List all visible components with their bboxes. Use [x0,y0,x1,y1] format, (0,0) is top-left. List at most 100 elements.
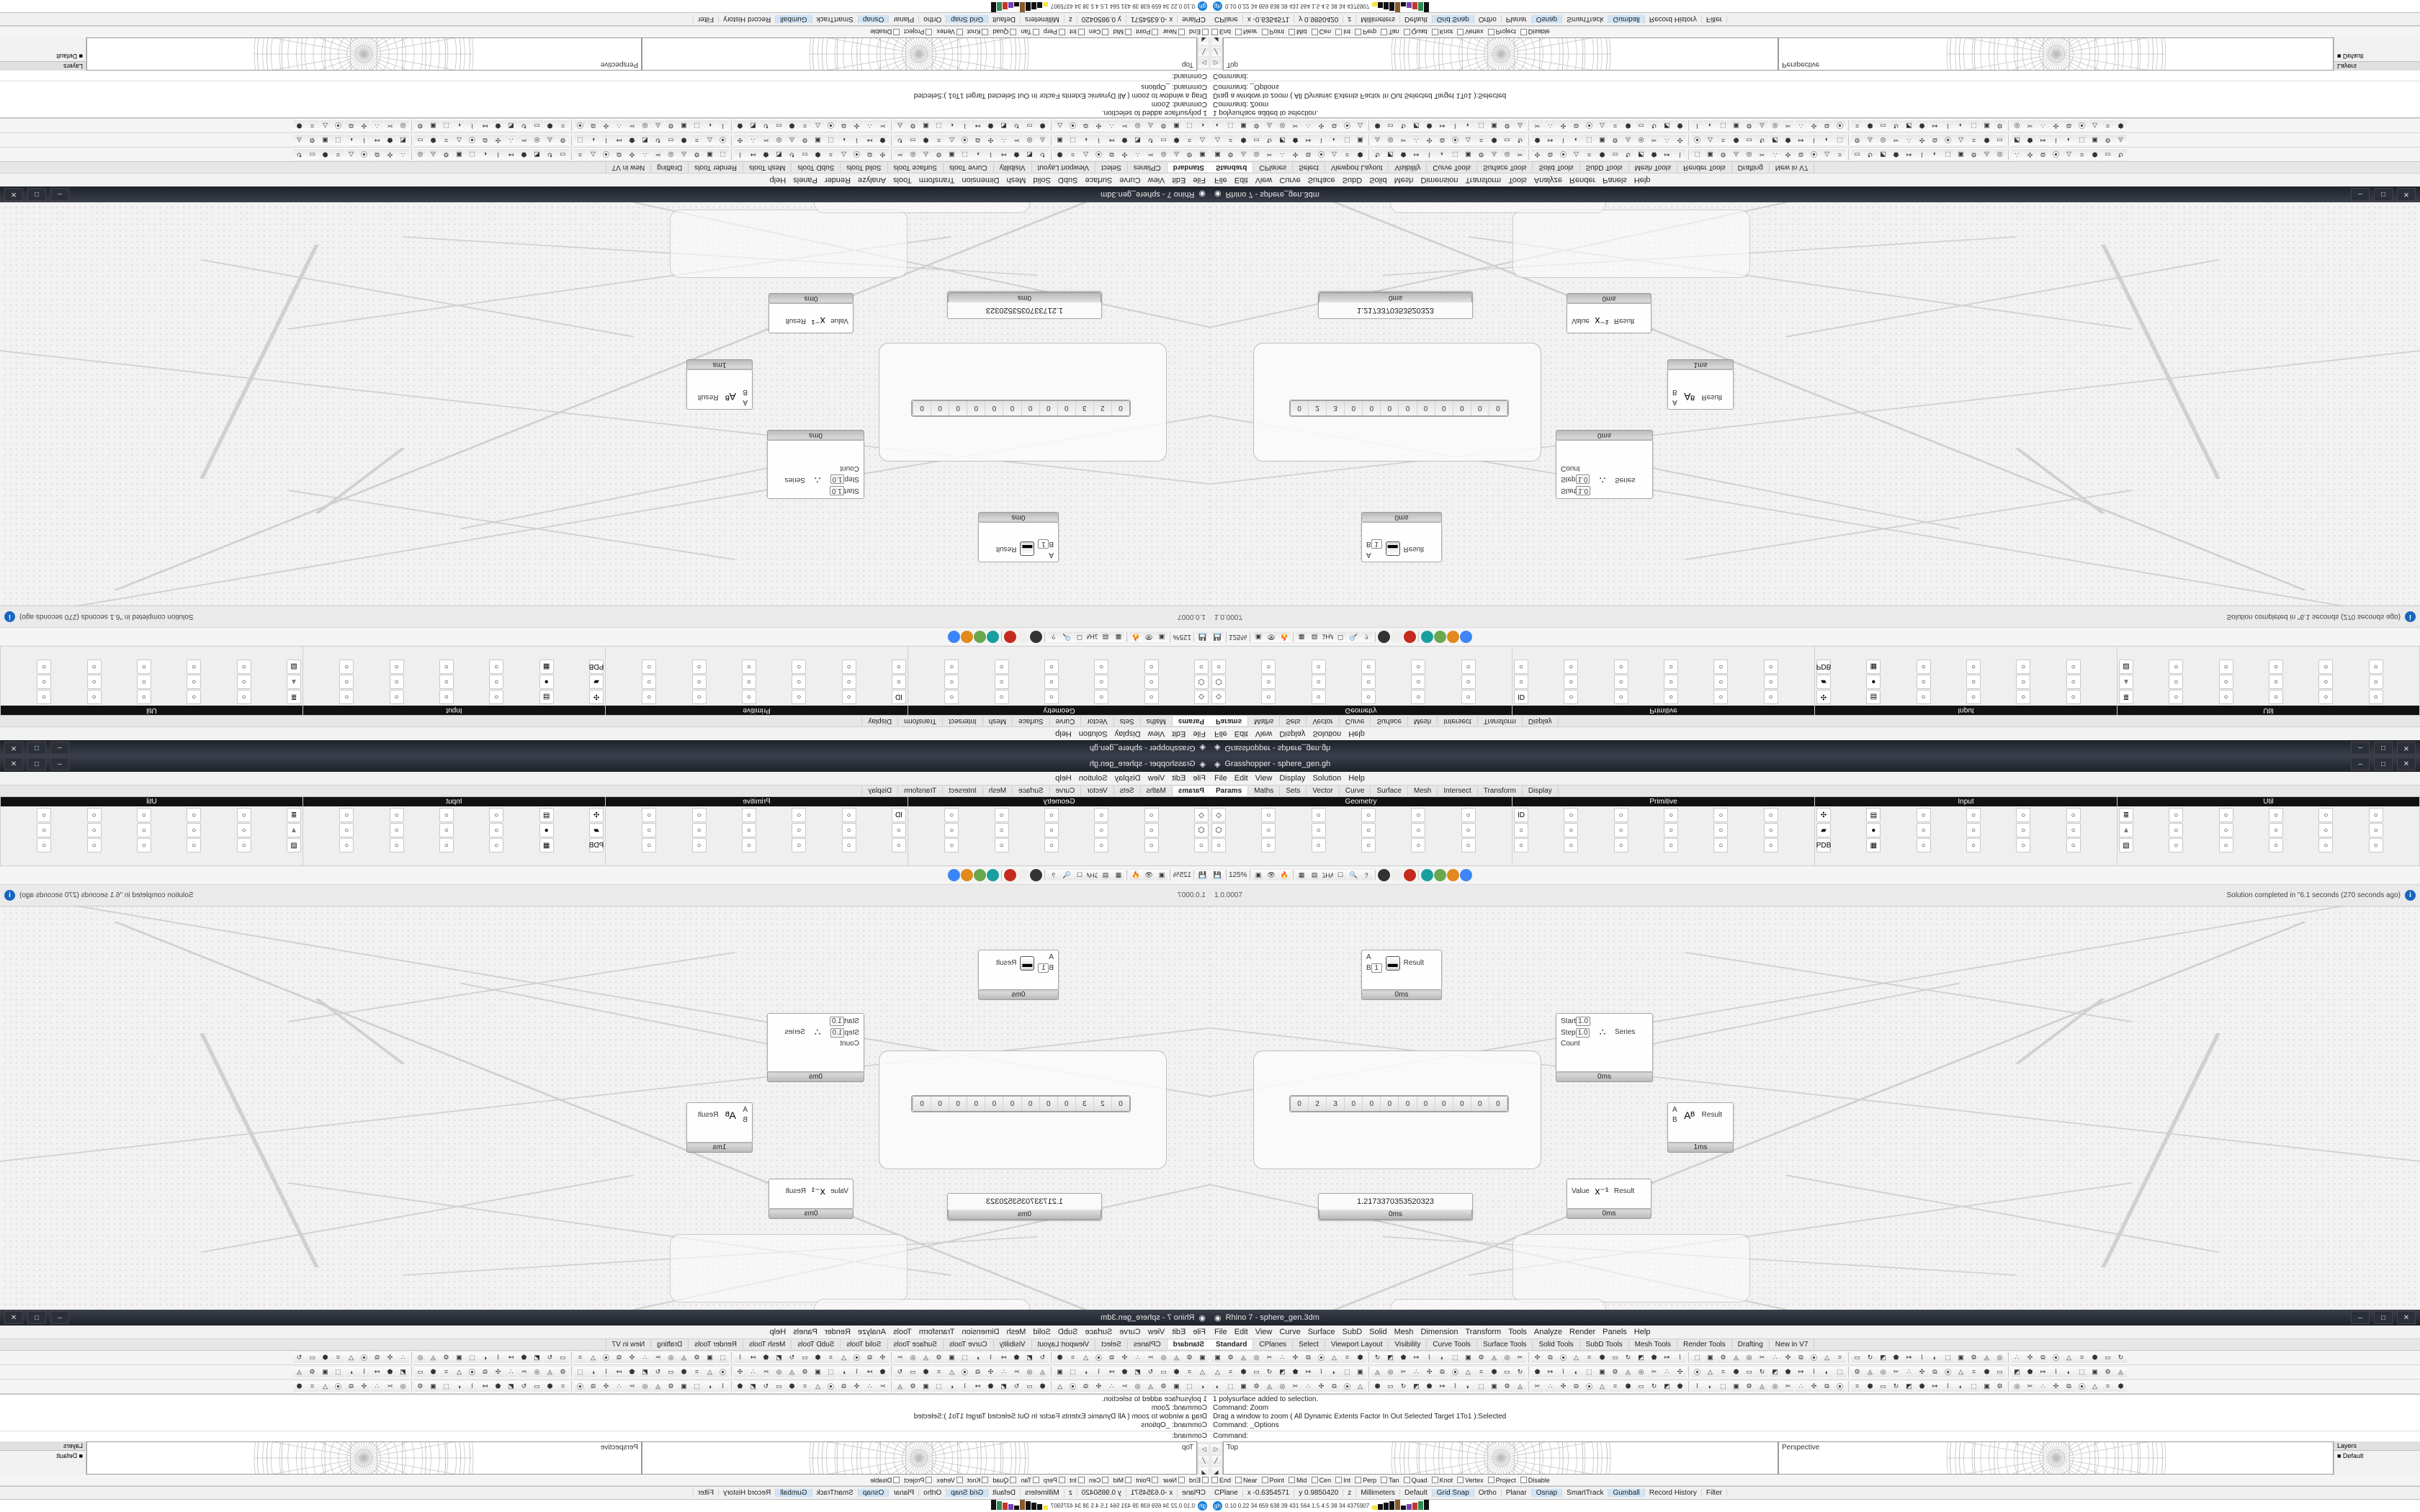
rhino-tool-icon-0-24[interactable]: ✂ [894,1351,906,1364]
component-icon-4[interactable]: ○ [1144,823,1159,837]
rhino-tool-icon-0-63[interactable]: ◎ [414,148,426,161]
gh-number-panel[interactable]: 1.2173370353520323 0ms [1318,1193,1473,1220]
output-port-result[interactable]: Result [785,1187,807,1195]
gh-tab-sets[interactable]: Sets [1113,716,1140,726]
osnap-mid[interactable]: Mid [1113,29,1131,36]
rhino-tool-icon-0-27[interactable]: ⧉ [864,148,876,161]
rhino-tool-icon-1-72[interactable]: ⚙ [306,134,318,146]
rhino-tool-icon-1-8[interactable]: ⌇ [1315,1366,1327,1378]
rhino-tool-icon-1-67[interactable]: ↦ [371,1366,383,1378]
rhino-menu-file[interactable]: File [1193,176,1206,184]
sphere-black-icon[interactable] [1030,869,1043,881]
viewport-perspective[interactable]: Perspective [1778,1441,2334,1475]
osnap-perp[interactable]: Perp [1044,29,1065,36]
rhino-tool-icon-0-11[interactable]: ⬢ [1354,148,1366,161]
rhino-tool-icon-2-32[interactable]: ⌗ [799,120,811,132]
gh-tab-intersect[interactable]: Intersect [1438,786,1478,796]
component-icon-8[interactable]: ○ [187,660,202,674]
rhino-tool-icon-0-34[interactable]: ◩ [773,148,785,161]
viewport-perspective[interactable]: Perspective [86,1441,642,1475]
rhino-tool-icon-0-37[interactable]: ⌇ [1674,148,1686,161]
rhino-tool-icon-1-18[interactable]: ⧉ [972,1366,984,1378]
status-cell-record-history[interactable]: Record History [718,15,776,23]
rhino-tool-icon-2-53[interactable]: ⬢ [544,1380,556,1392]
rhino-left-sidebar[interactable]: ▷ ╱ ◢ ∾ ◯ ▭ ▱ ▣ ▦ ⇄ ↔ ☰ [1197,1,1210,71]
rhino-tool-icon-0-9[interactable]: △ [1080,1351,1092,1364]
slider-digit[interactable]: 3 [1327,1097,1345,1111]
widget-icon[interactable]: ☐ [1334,869,1347,881]
gh-tab-vector[interactable]: Vector [1080,716,1113,726]
rhino-tool-icon-1-31[interactable]: ▣ [1596,134,1608,146]
osnap-checkbox[interactable] [1211,29,1218,35]
gh-tab-display[interactable]: Display [861,786,898,796]
rhino-tool-icon-2-20[interactable]: ◐ [1462,120,1474,132]
component-icon-17[interactable]: ○ [37,660,52,674]
rhino-tool-icon-1-33[interactable]: ◬ [1622,134,1634,146]
component-icon-11[interactable]: ○ [137,838,152,852]
rhino-tool-icon-1-60[interactable]: △ [453,134,465,146]
rhino-tab-standard[interactable]: Standard [1166,1340,1210,1349]
rhino-tool-icon-0-2[interactable]: ◬ [1170,148,1183,161]
rhino-tool-icon-2-49[interactable]: ⧉ [1821,120,1833,132]
rhino-tool-icon-1-10[interactable]: ⬚ [1341,1366,1353,1378]
component-icon-17[interactable]: ○ [2368,838,2383,852]
rhino-tool-icon-0-37[interactable]: ⌇ [734,1351,746,1364]
rhino-menu-transform[interactable]: Transform [1465,176,1502,184]
rhino-tool-icon-1-19[interactable]: ⦿ [959,134,971,146]
rhino-tool-icon-0-37[interactable]: ⌇ [1674,1351,1686,1364]
status-cell-cplane[interactable]: CPlane [1177,15,1210,23]
rhino-tool-icon-2-35[interactable]: ↻ [760,1380,772,1392]
rhino-left-sidebar[interactable]: ▷ ╱ ◢ ∾ ◯ ▭ ▱ ▣ ▦ ⇄ ↔ ☰ [1197,1441,1210,1511]
osnap-checkbox[interactable] [1487,29,1494,35]
rhino-tool-icon-0-19[interactable]: ⬚ [959,1351,971,1364]
rhino-tool-icon-2-69[interactable]: ⧉ [345,1380,357,1392]
rhino-tool-icon-1-24[interactable]: ↻ [1514,1366,1526,1378]
component-icon-8[interactable]: ○ [1916,838,1931,852]
rhino-tool-icon-0-14[interactable]: ◩ [1023,1351,1036,1364]
rhino-tool-icon-0-72[interactable]: ▭ [2102,1351,2114,1364]
osnap-checkbox[interactable] [982,29,989,35]
rhino-tool-icon-1-66[interactable]: ⬟ [2024,1366,2036,1378]
rhino-tool-icon-1-23[interactable]: ▭ [1501,134,1513,146]
output-port-result[interactable]: Result [1613,317,1635,325]
component-icon-10[interactable]: ○ [439,823,454,837]
rhino-tool-icon-2-4[interactable]: ◬ [1144,1380,1157,1392]
calendar-icon[interactable]: ▦ [1866,660,1881,674]
osnap-checkbox[interactable] [1102,29,1109,35]
minimize-button[interactable]: – [2351,742,2370,755]
rhino-tool-icon-1-28[interactable]: ⌇ [851,1366,863,1378]
rhino-tool-icon-2-45[interactable]: ◎ [639,120,651,132]
rhino-tool-icon-0-41[interactable]: ⚙ [691,1351,703,1364]
rhino-tool-icon-0-60[interactable]: ▣ [453,1351,465,1364]
rhino-tool-icon-2-47[interactable]: ∴ [1795,1380,1807,1392]
rhino-tool-icon-0-58[interactable]: ◐ [1929,1351,1941,1364]
rhino-tool-icon-0-20[interactable]: ▣ [946,148,958,161]
rhino-tab-standard[interactable]: Standard [1210,1340,1254,1349]
rhino-menubar[interactable]: File Edit View Curve Surface SubD Solid Mesh Dim… [1210,1326,2420,1339]
component-icon-12[interactable]: ○ [1411,808,1426,822]
input-port-b[interactable]: B1 [1038,539,1054,549]
gh-tab-vector[interactable]: Vector [1307,716,1340,726]
rhino-tool-icon-2-62[interactable]: ▣ [1981,1380,1993,1392]
component-icon-16[interactable]: ○ [37,675,52,689]
rhino-tab-standard[interactable]: Standard [1166,163,1210,172]
osnap-tan[interactable]: Tan [1021,1477,1039,1484]
rhino-left-sidebar[interactable]: ▷ ╱ ◢ ∾ ◯ ▭ ▱ ▣ ▦ ⇄ ↔ ☰ [1210,1441,1223,1511]
component-icon-13[interactable]: ○ [1713,675,1729,689]
rhino-tool-icon-0-65[interactable]: ∴ [397,1351,409,1364]
gh-group-box-2[interactable] [1512,1234,1750,1302]
rhino-tool-icon-0-6[interactable]: ✣ [1289,1351,1301,1364]
rhino-tool-icon-0-58[interactable]: ◐ [1929,148,1941,161]
rhino-tool-icon-2-48[interactable]: ✣ [1808,1380,1820,1392]
rhino-tool-icon-1-45[interactable]: ◩ [639,1366,651,1378]
component-icon-10[interactable]: ○ [137,823,152,837]
rhino-tool-icon-0-42[interactable]: ◬ [678,1351,690,1364]
status-cell-y-0-9850420[interactable]: y 0.9850420 [1294,15,1344,23]
menu-edit[interactable]: Edit [1234,729,1248,738]
rhino-tool-icon-1-6[interactable]: ⬟ [1119,1366,1131,1378]
rhino-tool-icon-2-22[interactable]: ▣ [1488,1380,1500,1392]
rhino-tool-icon-0-17[interactable]: ⌇ [985,148,997,161]
